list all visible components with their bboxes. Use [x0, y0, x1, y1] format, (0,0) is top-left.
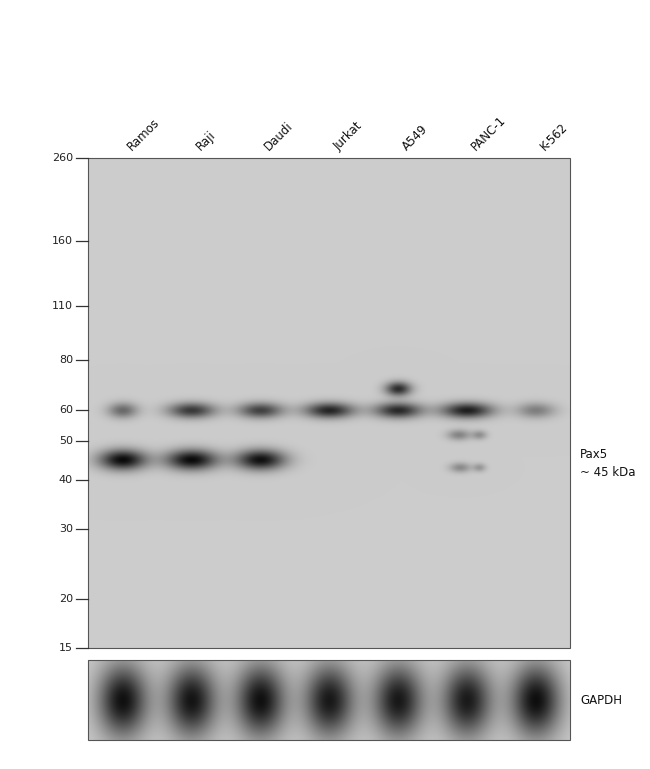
Bar	[88, 158, 570, 648]
Text: K-562: K-562	[538, 121, 570, 153]
Text: Jurkat: Jurkat	[331, 119, 365, 153]
Text: GAPDH: GAPDH	[580, 694, 622, 707]
Text: 110: 110	[52, 301, 73, 311]
Text: PANC-1: PANC-1	[469, 113, 508, 153]
Text: 260: 260	[52, 153, 73, 163]
Text: 40: 40	[59, 474, 73, 484]
Text: 60: 60	[59, 404, 73, 414]
Bar	[88, 660, 570, 740]
Text: 160: 160	[52, 236, 73, 246]
Text: 15: 15	[59, 643, 73, 653]
Text: A549: A549	[400, 122, 430, 153]
Text: Pax5
~ 45 kDa: Pax5 ~ 45 kDa	[580, 448, 636, 478]
Text: Raji: Raji	[193, 128, 218, 153]
Text: 80: 80	[59, 355, 73, 365]
Text: Daudi: Daudi	[262, 119, 296, 153]
Text: Ramos: Ramos	[124, 115, 162, 153]
Text: 20: 20	[59, 594, 73, 604]
Text: 30: 30	[59, 524, 73, 534]
Text: 50: 50	[59, 436, 73, 446]
